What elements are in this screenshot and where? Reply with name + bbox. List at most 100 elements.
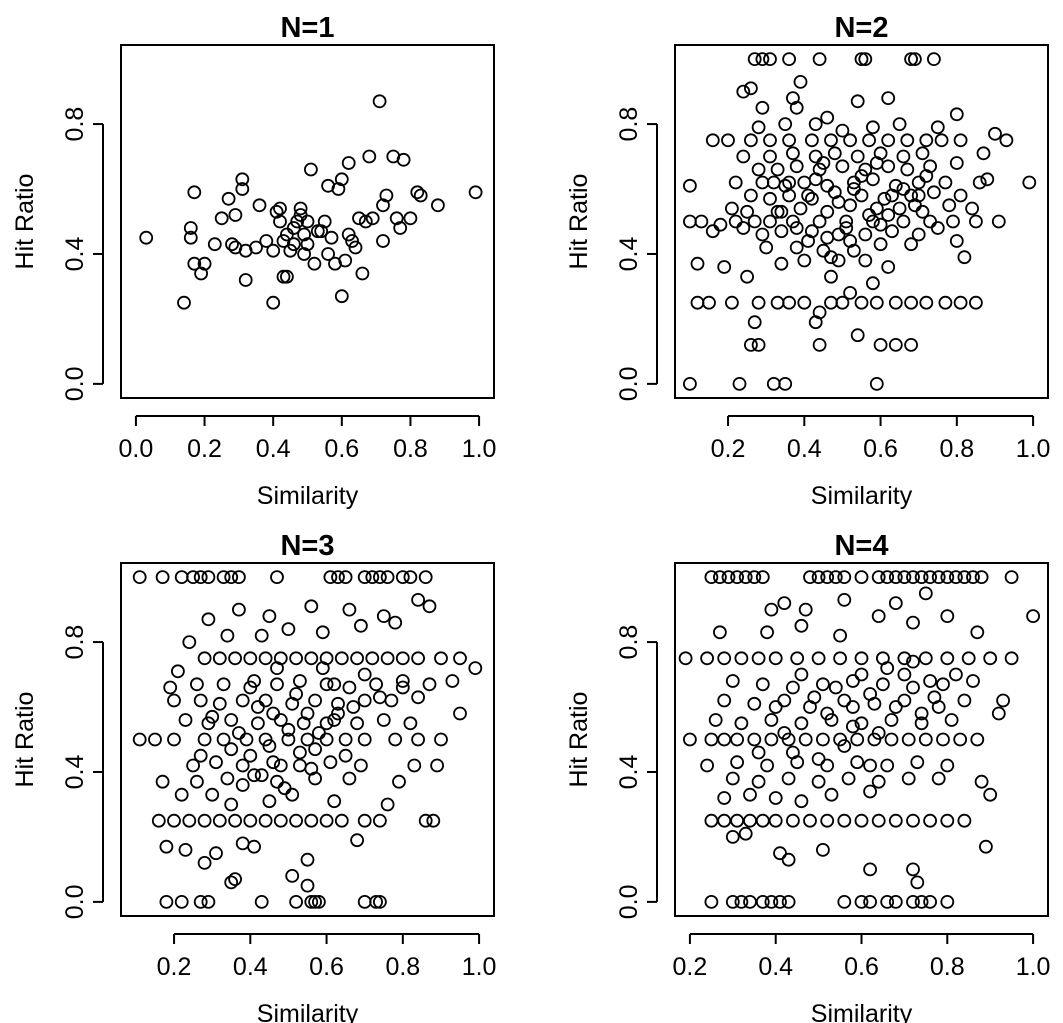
data-point — [923, 813, 937, 828]
data-point — [820, 178, 835, 193]
data-point — [155, 570, 170, 584]
data-point — [820, 230, 835, 245]
data-point — [331, 696, 345, 711]
data-point — [738, 570, 753, 584]
data-point — [155, 774, 170, 789]
data-point — [380, 651, 395, 666]
data-point — [843, 198, 857, 213]
data-point — [338, 253, 353, 268]
data-point — [300, 852, 315, 867]
data-point — [286, 237, 301, 252]
data-point — [789, 159, 804, 174]
data-point — [904, 237, 918, 252]
data-point — [243, 651, 258, 666]
data-point — [873, 217, 888, 232]
data-point — [751, 337, 766, 352]
data-point — [238, 273, 253, 287]
data-point — [220, 771, 235, 786]
data-point — [395, 680, 410, 695]
data-point — [837, 593, 852, 607]
data-point — [743, 787, 757, 802]
data-point — [923, 570, 937, 584]
data-point — [395, 651, 410, 666]
data-point — [197, 856, 212, 870]
x-tick-label: 0.6 — [324, 435, 359, 463]
data-point — [266, 755, 281, 770]
data-point — [744, 337, 758, 352]
data-point — [430, 758, 445, 773]
data-point — [843, 285, 857, 300]
data-point — [773, 895, 787, 909]
data-point — [991, 214, 1006, 229]
data-point — [803, 813, 817, 828]
data-point — [808, 149, 823, 164]
data-point — [252, 198, 267, 213]
data-point — [734, 651, 749, 666]
data-point — [751, 162, 766, 177]
data-point — [212, 813, 227, 828]
data-point — [811, 651, 826, 666]
data-point — [214, 211, 229, 226]
data-point — [828, 570, 843, 584]
data-point — [422, 599, 437, 614]
data-point — [235, 836, 250, 851]
data-point — [314, 224, 329, 239]
data-point — [763, 149, 777, 164]
data-point — [820, 706, 835, 721]
data-point — [892, 201, 907, 216]
data-point — [717, 813, 732, 828]
data-point — [766, 175, 781, 190]
data-point — [854, 169, 869, 183]
data-point — [871, 570, 886, 584]
data-point — [224, 570, 239, 584]
data-point — [816, 732, 830, 747]
data-point — [755, 175, 770, 190]
data-point — [914, 716, 929, 731]
data-point — [797, 253, 812, 268]
data-point — [281, 732, 296, 747]
data-point — [953, 133, 968, 148]
data-point — [174, 570, 189, 584]
data-point — [974, 570, 989, 584]
data-point — [847, 182, 861, 196]
data-point — [833, 628, 847, 643]
data-point — [824, 787, 839, 802]
scatter-points — [139, 94, 483, 310]
data-point — [744, 81, 758, 96]
data-point — [350, 716, 365, 731]
data-point — [690, 295, 705, 310]
y-tick-label: 0.4 — [615, 237, 643, 272]
data-point — [721, 570, 736, 584]
data-point — [224, 713, 239, 727]
x-axis-label: Similarity — [257, 482, 359, 510]
data-point — [342, 771, 357, 786]
data-point — [906, 570, 920, 584]
data-point — [297, 227, 312, 242]
data-point — [705, 224, 720, 239]
y-tick-label: 0.8 — [61, 107, 89, 142]
data-point — [940, 651, 955, 666]
data-point — [828, 680, 843, 695]
data-point — [311, 895, 326, 909]
data-point — [816, 843, 830, 857]
y-axis-label: Hit Ratio — [11, 174, 39, 270]
data-point — [327, 794, 342, 809]
data-point — [304, 761, 319, 776]
data-point — [931, 570, 946, 584]
data-point — [755, 227, 770, 242]
data-point — [863, 895, 877, 909]
data-point — [167, 732, 181, 747]
data-point — [881, 159, 896, 174]
data-point — [728, 214, 743, 229]
data-point — [266, 706, 281, 721]
data-point — [247, 768, 262, 783]
data-point — [915, 204, 930, 219]
data-point — [901, 771, 916, 786]
data-point — [915, 146, 930, 161]
data-point — [854, 295, 869, 310]
x-tick-label: 0.6 — [863, 435, 898, 463]
data-point — [350, 833, 365, 848]
data-point — [453, 706, 467, 721]
data-point — [321, 247, 336, 261]
data-point — [777, 596, 792, 610]
